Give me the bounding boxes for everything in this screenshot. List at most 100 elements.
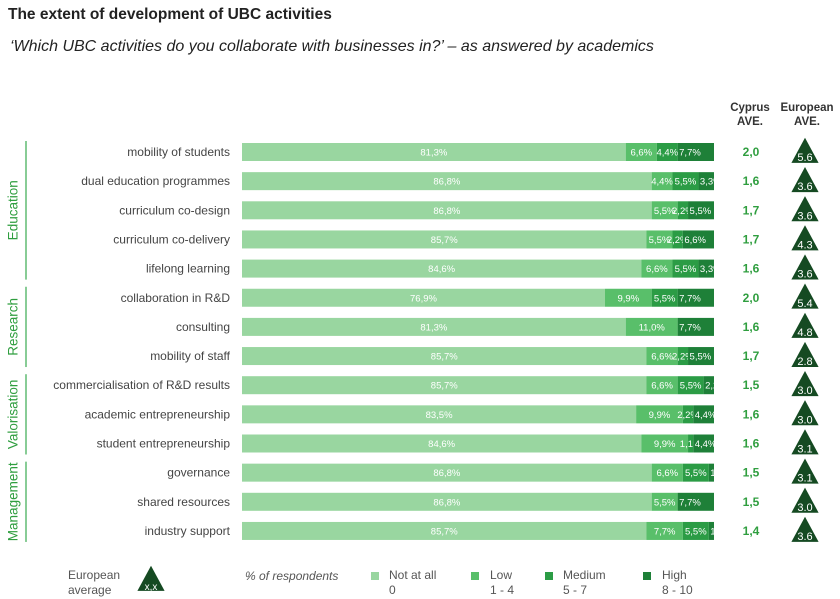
legend-item-not-at-all: Not at all 0 [389, 568, 436, 598]
bar-segment-low [651, 172, 673, 191]
group-label-research: Research [6, 298, 21, 356]
row-label-shared-resources: shared resources [137, 495, 230, 509]
bar-data-label: 4,4% [695, 410, 717, 421]
bar-data-label: 5,5% [675, 177, 697, 188]
legend-swatch-medium [545, 572, 553, 580]
bar-data-label: 85,7% [431, 352, 458, 363]
legend-item-high: High 8 - 10 [662, 568, 693, 598]
legend-range: 1 - 4 [490, 583, 515, 597]
chart-subtitle: ‘Which UBC activities do you collaborate… [10, 38, 654, 55]
cyprus-average-value: 1,6 [743, 262, 760, 276]
bar-data-label: 4,4% [695, 439, 717, 450]
bar-data-label: 85,7% [431, 526, 458, 537]
bar-segment-medium [672, 259, 699, 278]
bar-data-label: 1,1% [680, 439, 702, 450]
bar-segment-low [646, 376, 678, 395]
bar-segment-high [708, 463, 714, 482]
bar-segment-not-at-all [242, 143, 626, 161]
bar-data-label: 6,6% [651, 352, 673, 363]
european-header-line1: European [780, 102, 834, 114]
bar-data-label: 5,5% [685, 468, 707, 479]
bar-segment-not-at-all [242, 259, 642, 278]
cyprus-average-value: 1,6 [743, 437, 760, 451]
bar-segment-high [677, 143, 714, 161]
bar-segment-medium [688, 434, 694, 453]
legend-swatch-not-at-all [371, 572, 379, 580]
row-label-commercialisation-of-r-d-results: commercialisation of R&D results [53, 378, 230, 392]
bar-segment-low [646, 347, 678, 366]
european-average-triangle-icon [791, 516, 819, 542]
european-average-triangle-icon [791, 487, 819, 513]
bar-segment-medium [651, 288, 678, 307]
cyprus-average-header: Cyprus AVE. [724, 101, 776, 129]
bar-data-label: 5,5% [690, 352, 712, 363]
legend-item-medium: Medium 5 - 7 [563, 568, 606, 598]
bar-data-label: 2,2% [677, 410, 699, 421]
cyprus-average-value: 1,7 [743, 203, 760, 217]
legend-range: 5 - 7 [563, 583, 588, 597]
legend-range: 8 - 10 [662, 583, 693, 597]
bar-segment-medium [682, 463, 709, 482]
bar-segment-high [688, 347, 714, 366]
european-average-triangle-icon [791, 371, 819, 397]
row-label-consulting: consulting [176, 320, 230, 334]
bar-data-label: 86,8% [433, 206, 460, 217]
bar-segment-medium [672, 230, 683, 249]
european-average-triangle-icon [791, 166, 819, 193]
european-average-value: 3.6 [797, 210, 812, 222]
bar-segment-high [698, 172, 714, 191]
european-average-value: 3.1 [797, 444, 812, 456]
cyprus-average-value: 1,6 [743, 174, 760, 188]
bar-segment-medium [677, 376, 704, 395]
bar-data-label: 6,6% [684, 235, 706, 246]
bar-data-label: 76,9% [410, 293, 437, 304]
bar-segment-medium [677, 347, 689, 366]
legend-swatch-high [643, 572, 651, 580]
bar-data-label: 2,2% [705, 381, 727, 392]
bar-data-label: 85,7% [431, 235, 458, 246]
european-average-value: 4.8 [797, 327, 812, 339]
european-average-triangle-icon [791, 196, 819, 222]
legend-range: 0 [389, 583, 396, 597]
bar-segment-medium [677, 201, 689, 220]
bar-segment-high [677, 288, 714, 307]
bar-segment-high [708, 521, 714, 540]
european-average-value: 5.6 [797, 152, 812, 164]
bar-data-label: 1,1% [710, 526, 732, 537]
cyprus-average-value: 1,6 [743, 407, 760, 421]
european-average-triangle-icon [791, 400, 819, 426]
bar-data-label: 7,7% [654, 526, 676, 537]
bar-segment-low [651, 463, 683, 482]
row-label-curriculum-co-design: curriculum co-design [119, 203, 230, 217]
legend-swatch-low [471, 572, 479, 580]
european-header-line2: AVE. [794, 116, 820, 128]
european-average-value: 5.4 [797, 298, 812, 310]
bar-segment-not-at-all [242, 376, 647, 395]
european-average-value: 3.6 [797, 531, 812, 543]
bar-segment-high [688, 201, 714, 220]
legend-name: Not at all [389, 568, 437, 582]
cyprus-average-value: 1,5 [743, 466, 760, 480]
group-label-management: Management [6, 462, 21, 541]
european-average-triangle-icon [791, 312, 819, 338]
bar-data-label: 5,5% [680, 381, 702, 392]
row-label-mobility-of-students: mobility of students [127, 145, 230, 159]
bar-segment-high [677, 317, 714, 336]
row-label-curriculum-co-delivery: curriculum co-delivery [113, 232, 230, 246]
bar-data-label: 6,6% [656, 468, 678, 479]
bar-segment-high [682, 230, 714, 249]
european-average-header: European AVE. [776, 101, 838, 129]
cyprus-average-value: 2,0 [743, 291, 760, 305]
legend-european-average: European average [68, 568, 120, 598]
bar-segment-medium [682, 405, 694, 424]
bar-segment-not-at-all [242, 405, 637, 424]
bar-data-label: 9,9% [654, 439, 676, 450]
legend-european-line2: average [68, 583, 112, 597]
bar-segment-not-at-all [242, 347, 647, 366]
group-label-education: Education [6, 180, 21, 240]
bar-data-label: 4,4% [656, 148, 678, 159]
bar-data-label: 11,0% [639, 322, 666, 333]
bar-data-label: 2,2% [672, 352, 694, 363]
bar-segment-not-at-all [242, 492, 652, 511]
row-label-dual-education-programmes: dual education programmes [81, 174, 230, 188]
